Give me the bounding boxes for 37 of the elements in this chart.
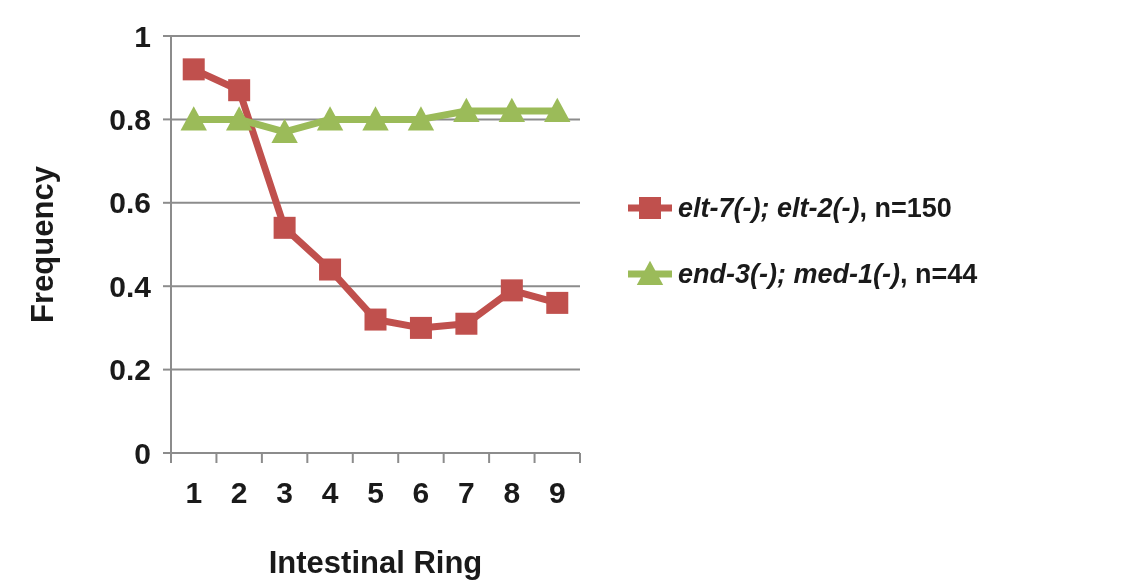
point [180, 106, 207, 131]
y-tick-label: 0 [134, 436, 151, 470]
legend-label: elt-7(-); elt-2(-), n=150 [678, 193, 952, 224]
x-tick-label: 7 [458, 476, 475, 509]
y-tick-label: 0.8 [109, 102, 151, 136]
point [364, 308, 387, 331]
x-tick-label: 2 [230, 476, 248, 509]
x-tick-label: 8 [503, 476, 521, 509]
point [544, 97, 571, 123]
y-tick-label: 0.4 [109, 269, 152, 303]
point [498, 97, 526, 123]
point [319, 258, 342, 281]
y-tick-label: 0.6 [109, 186, 151, 220]
point [362, 106, 389, 131]
point [500, 279, 523, 302]
legend-label: end-3(-); med-1(-), n=44 [678, 259, 978, 290]
y-axis-title: Frequency [25, 165, 60, 323]
point [409, 316, 432, 339]
point [407, 106, 435, 131]
point [225, 106, 253, 131]
x-tick-label: 3 [276, 476, 293, 509]
y-tick-label: 0.2 [109, 353, 151, 387]
point [228, 79, 251, 102]
point [182, 58, 205, 81]
point [453, 97, 480, 123]
x-tick-label: 1 [185, 476, 203, 509]
x-axis-title: Intestinal Ring [268, 545, 483, 580]
x-tick-label: 4 [321, 476, 339, 509]
x-tick-label: 9 [548, 476, 566, 509]
point [546, 291, 569, 314]
x-tick-label: 6 [412, 476, 430, 509]
x-tick-label: 5 [367, 476, 384, 509]
point [455, 312, 478, 335]
point [271, 118, 298, 143]
point [273, 216, 296, 239]
y-tick-label: 1 [134, 19, 151, 53]
point [316, 106, 344, 131]
